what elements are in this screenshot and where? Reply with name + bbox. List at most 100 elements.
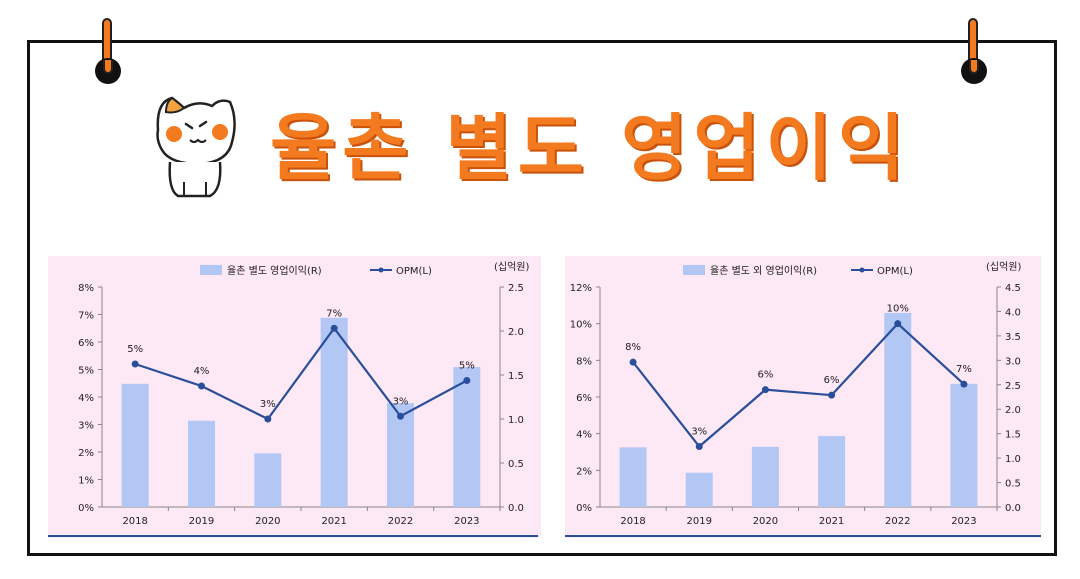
legend: 율촌 별도 영업이익(R) OPM(L) — [200, 264, 432, 277]
data-label: 3% — [393, 396, 409, 407]
data-label: 4% — [194, 366, 210, 377]
chart-right: 율촌 별도 외 영업이익(R) OPM(L) (십억원) 0% 2% 4% 6% 8% 10% 1… — [565, 261, 1041, 537]
legend-bar-label: 율촌 별도 외 영업이익(R) — [710, 264, 817, 277]
bar — [685, 472, 713, 507]
left-tick-label: 1% — [78, 476, 94, 487]
bar — [387, 403, 414, 507]
right-tick-label: 4.5 — [1005, 283, 1021, 294]
left-tick-label: 4% — [576, 430, 592, 441]
bar — [619, 447, 647, 507]
bar — [751, 446, 779, 507]
left-tick-label: 3% — [78, 421, 94, 432]
data-label: 7% — [326, 308, 342, 319]
chart-panel-right: 율촌 별도 외 영업이익(R) OPM(L) (십억원) 0% 2% 4% 6% 8% 10% 1… — [565, 256, 1041, 538]
legend-line-marker — [859, 267, 865, 273]
right-tick-label: 3.5 — [1005, 332, 1021, 343]
x-tick-label: 2023 — [951, 516, 976, 527]
opm-line — [134, 326, 468, 421]
opm-point — [264, 415, 272, 423]
bar — [254, 453, 282, 507]
opm-point — [463, 377, 471, 384]
x-tick-label: 2022 — [885, 516, 910, 527]
left-tick-label: 2% — [78, 448, 94, 459]
bar — [884, 312, 912, 507]
legend-bar-swatch — [200, 265, 222, 275]
chart-panel-left: 율촌 별도 영업이익(R) OPM(L) (십억원) 0% 1% 2% 3% 4% 5% 6% 7%… — [48, 256, 541, 538]
data-label: 10% — [887, 304, 909, 315]
x-tick-label: 2023 — [454, 516, 479, 527]
opm-line — [632, 322, 965, 449]
cat-mascot-icon — [156, 96, 236, 198]
x-tick-label: 2018 — [122, 516, 147, 527]
left-tick-label: 8% — [576, 356, 592, 367]
data-label: 3% — [260, 399, 276, 410]
left-tick-label: 8% — [78, 283, 94, 294]
left-pin-icon — [95, 18, 121, 88]
left-tick-label: 5% — [78, 366, 94, 377]
right-tick-label: 2.0 — [508, 327, 524, 338]
bar — [950, 383, 978, 507]
right-pin-icon — [961, 18, 987, 88]
opm-point — [397, 412, 404, 420]
right-tick-label: 1.5 — [1005, 430, 1021, 441]
chart-left: 율촌 별도 영업이익(R) OPM(L) (십억원) 0% 1% 2% 3% 4% 5% 6% 7%… — [48, 261, 538, 537]
legend: 율촌 별도 외 영업이익(R) OPM(L) — [683, 264, 913, 277]
right-tick-label: 0.5 — [1005, 479, 1021, 490]
right-tick-label: 1.0 — [508, 415, 524, 426]
legend-line-label: OPM(L) — [877, 266, 913, 277]
opm-point — [695, 443, 703, 450]
data-label: 8% — [625, 342, 641, 353]
bar — [121, 383, 149, 507]
page-title: 율촌 별도 영업이익 — [270, 106, 911, 190]
x-tick-label: 2021 — [321, 516, 346, 527]
right-tick-label: 1.5 — [508, 371, 524, 382]
left-tick-label: 2% — [576, 466, 592, 477]
opm-point — [828, 391, 836, 399]
data-label: 5% — [459, 361, 475, 372]
right-tick-label: 0.0 — [508, 503, 524, 514]
left-tick-label: 10% — [570, 320, 592, 331]
data-label: 7% — [956, 364, 972, 375]
bar — [453, 367, 481, 507]
left-tick-label: 0% — [78, 503, 94, 514]
opm-point — [131, 360, 139, 368]
x-tick-label: 2022 — [388, 516, 413, 527]
opm-point — [198, 382, 205, 390]
legend-bar-label: 율촌 별도 영업이익(R) — [227, 264, 322, 277]
left-tick-label: 0% — [576, 503, 592, 514]
x-tick-label: 2019 — [189, 516, 214, 527]
opm-point — [330, 324, 338, 332]
x-tick-label: 2019 — [687, 516, 712, 527]
left-tick-label: 6% — [576, 393, 592, 404]
right-tick-label: 3.0 — [1005, 356, 1021, 367]
bar — [320, 317, 348, 507]
opm-point — [894, 320, 902, 328]
bar — [188, 420, 215, 507]
right-tick-label: 2.0 — [1005, 405, 1021, 416]
right-tick-label: 2.5 — [508, 283, 524, 294]
opm-point — [629, 358, 637, 366]
right-tick-label: 2.5 — [1005, 381, 1021, 392]
legend-line-label: OPM(L) — [396, 266, 432, 277]
unit-label: (십억원) — [494, 261, 530, 273]
x-tick-label: 2020 — [753, 516, 778, 527]
x-tick-label: 2020 — [255, 516, 280, 527]
data-label: 6% — [757, 370, 773, 381]
right-tick-label: 1.0 — [1005, 454, 1021, 465]
bar — [818, 436, 846, 507]
right-tick-label: 0.5 — [508, 459, 524, 470]
x-tick-label: 2021 — [819, 516, 844, 527]
left-tick-label: 4% — [78, 393, 94, 404]
unit-label: (십억원) — [986, 261, 1022, 273]
data-label: 5% — [127, 344, 143, 355]
x-tick-label: 2018 — [620, 516, 645, 527]
right-tick-label: 0.0 — [1005, 503, 1021, 514]
left-tick-label: 6% — [78, 338, 94, 349]
legend-line-marker — [378, 267, 384, 273]
left-tick-label: 12% — [570, 283, 592, 294]
right-tick-label: 4.0 — [1005, 307, 1021, 318]
data-label: 6% — [824, 375, 840, 386]
left-tick-label: 7% — [78, 311, 94, 322]
data-label: 3% — [691, 427, 707, 438]
legend-bar-swatch — [683, 265, 705, 275]
